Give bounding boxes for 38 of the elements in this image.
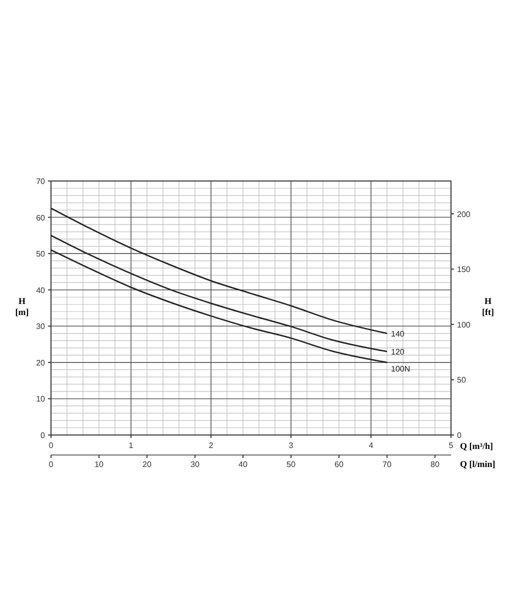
y-tick-label: 10: [36, 394, 46, 404]
y-tick-label: 70: [36, 177, 46, 186]
x2-tick-label: 10: [94, 460, 104, 469]
x2-tick-label: 0: [48, 460, 54, 469]
y-tick-label: 60: [36, 213, 46, 222]
y2-tick-label: 200: [457, 210, 471, 219]
line-series: [50, 208, 388, 334]
y-tick-label: 30: [36, 322, 46, 332]
x2-tick-label: 70: [382, 460, 392, 469]
series-label: 100N: [391, 364, 410, 374]
y2-tick-label: 100: [457, 320, 471, 330]
series-label: 140: [391, 329, 405, 338]
x-tick-label: 4: [368, 441, 374, 450]
line-series: [50, 249, 388, 364]
y-tick-label: 0: [40, 431, 46, 440]
x-tick-label: 0: [48, 441, 54, 450]
x-tick-label: 1: [128, 441, 134, 450]
x2-tick-label: 60: [334, 460, 344, 469]
x-tick-label: 5: [448, 441, 454, 450]
x2-tick-label: 40: [238, 460, 248, 469]
y2-axis-title: H [ft]: [482, 296, 494, 317]
y-tick-label: 50: [36, 250, 46, 259]
x2-tick-label: 20: [142, 460, 152, 469]
y2-tick-label: 0: [457, 431, 462, 440]
x2-tick-label: 80: [430, 460, 440, 469]
y-tick-label: 20: [36, 358, 46, 368]
y2-tick-label: 150: [457, 265, 471, 274]
y-axis-title: H [m]: [15, 296, 29, 317]
x-axis-title: Q [m³/h]: [460, 441, 493, 451]
line-series: [50, 234, 388, 352]
y-tick-label: 40: [36, 286, 46, 295]
x2-axis-title: Q [l/min]: [460, 459, 496, 469]
series-label: 120: [391, 348, 405, 357]
x-tick-label: 2: [208, 441, 214, 450]
x2-tick-label: 30: [190, 460, 200, 469]
y2-tick-label: 50: [457, 376, 466, 385]
x2-tick-label: 50: [286, 460, 296, 469]
x-tick-label: 3: [288, 441, 294, 450]
